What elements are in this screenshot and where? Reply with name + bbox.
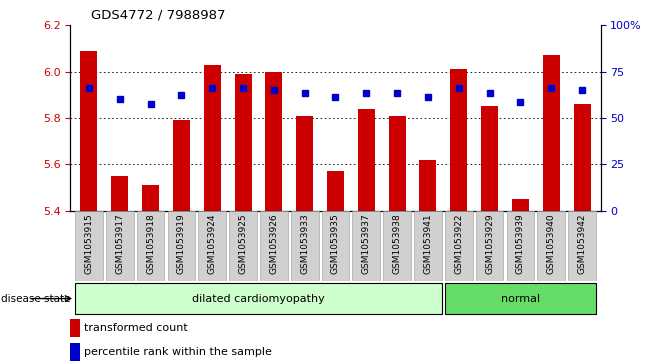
Bar — [291, 211, 319, 281]
Bar — [106, 211, 134, 281]
Bar — [445, 283, 596, 314]
Text: GSM1053919: GSM1053919 — [177, 213, 186, 274]
Bar — [512, 199, 529, 211]
Bar — [543, 56, 560, 211]
Bar — [327, 171, 344, 211]
Bar — [204, 65, 221, 211]
Text: GSM1053915: GSM1053915 — [85, 213, 93, 274]
Bar — [229, 211, 257, 281]
Bar — [296, 116, 313, 211]
Bar — [574, 104, 590, 211]
Bar — [419, 160, 436, 211]
Bar — [266, 72, 282, 211]
Bar — [235, 74, 252, 211]
Bar — [260, 211, 288, 281]
Text: GSM1053926: GSM1053926 — [269, 213, 278, 274]
Text: GSM1053924: GSM1053924 — [208, 213, 217, 274]
Bar — [507, 211, 534, 281]
Bar — [450, 69, 467, 211]
Text: GSM1053942: GSM1053942 — [578, 213, 586, 274]
Bar — [199, 211, 226, 281]
Text: GSM1053939: GSM1053939 — [516, 213, 525, 274]
Bar — [414, 211, 442, 281]
Text: GSM1053925: GSM1053925 — [239, 213, 248, 274]
Text: GSM1053941: GSM1053941 — [423, 213, 432, 274]
Text: disease state: disease state — [1, 294, 70, 303]
Bar — [75, 283, 442, 314]
Bar — [137, 211, 164, 281]
Bar — [321, 211, 350, 281]
Bar — [568, 211, 596, 281]
Text: GSM1053917: GSM1053917 — [115, 213, 124, 274]
Bar — [481, 106, 498, 211]
Bar — [81, 51, 97, 211]
Text: GSM1053937: GSM1053937 — [362, 213, 371, 274]
Text: GSM1053922: GSM1053922 — [454, 213, 463, 274]
Text: transformed count: transformed count — [84, 323, 187, 333]
Text: dilated cardiomyopathy: dilated cardiomyopathy — [192, 294, 325, 303]
Bar — [111, 176, 128, 211]
Bar — [173, 120, 190, 211]
Bar — [75, 211, 103, 281]
Bar — [358, 109, 375, 211]
Bar — [476, 211, 503, 281]
Text: GSM1053929: GSM1053929 — [485, 213, 494, 274]
Text: GSM1053918: GSM1053918 — [146, 213, 155, 274]
Bar — [352, 211, 380, 281]
Bar — [70, 343, 80, 361]
Text: GDS4772 / 7988987: GDS4772 / 7988987 — [91, 9, 225, 22]
Bar — [168, 211, 195, 281]
Bar — [537, 211, 565, 281]
Bar — [142, 185, 159, 211]
Bar — [383, 211, 411, 281]
Text: percentile rank within the sample: percentile rank within the sample — [84, 347, 272, 357]
Bar — [70, 319, 80, 337]
Text: GSM1053940: GSM1053940 — [547, 213, 556, 274]
Text: GSM1053938: GSM1053938 — [393, 213, 402, 274]
Text: GSM1053933: GSM1053933 — [300, 213, 309, 274]
Bar — [389, 116, 405, 211]
Text: GSM1053935: GSM1053935 — [331, 213, 340, 274]
Bar — [445, 211, 472, 281]
Text: normal: normal — [501, 294, 540, 303]
